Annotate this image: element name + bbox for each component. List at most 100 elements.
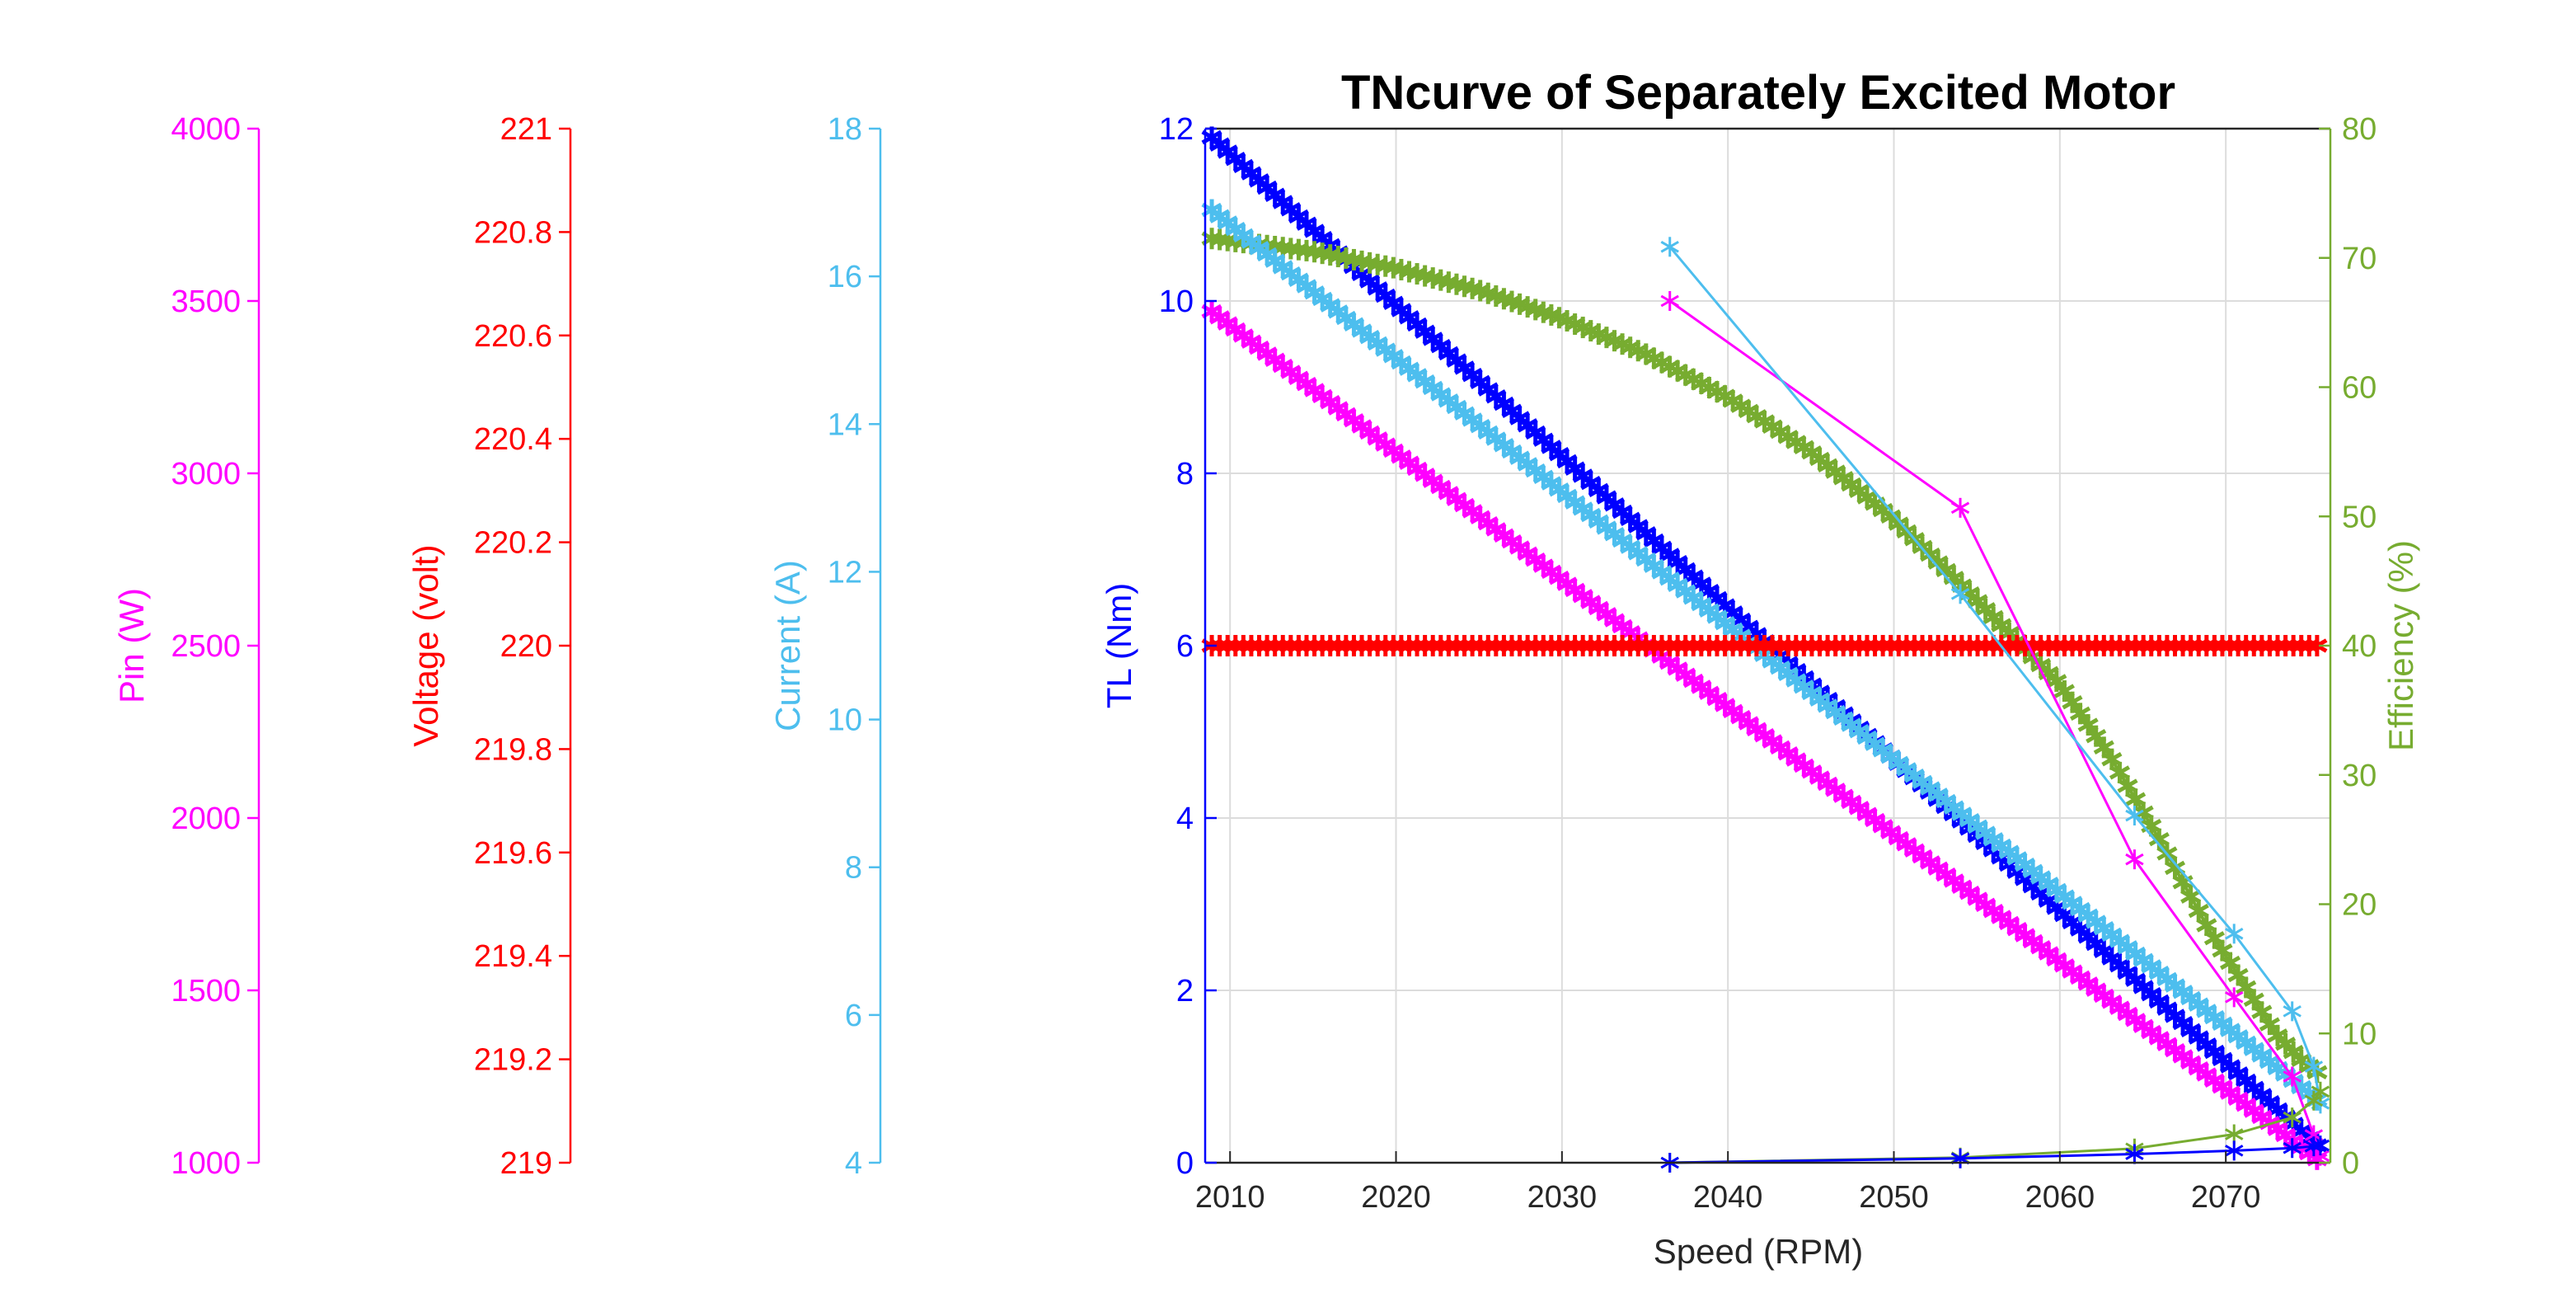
marker-stroke <box>1596 490 1617 505</box>
marker-stroke <box>2259 1095 2280 1110</box>
marker-stroke <box>2283 1005 2302 1018</box>
marker-stroke <box>1485 389 1507 404</box>
marker-stroke <box>2267 1028 2288 1043</box>
marker-stroke <box>1532 432 1554 447</box>
data-point <box>2311 1135 2330 1156</box>
x-tick-label: 2030 <box>1527 1180 1598 1215</box>
marker-stroke <box>2030 657 2052 673</box>
tl-tick-label: 12 <box>1159 112 1194 147</box>
data-point <box>2283 1107 2302 1128</box>
marker-stroke <box>1612 504 1633 520</box>
marker-stroke <box>1667 555 1688 570</box>
marker-stroke <box>2275 1037 2297 1051</box>
marker-stroke <box>1927 555 1949 570</box>
marker-stroke <box>2164 860 2186 876</box>
series-pin-curve <box>1201 300 2328 1170</box>
marker-stroke <box>1580 475 1602 491</box>
marker-stroke <box>2086 729 2107 744</box>
series-eff-curve <box>1201 228 2328 1084</box>
marker-stroke <box>1943 571 1964 585</box>
data-point <box>2180 886 2202 908</box>
pin-tick-label: 2500 <box>171 629 241 664</box>
chart-title: TNcurve of Separately Excited Motor <box>1341 66 2175 120</box>
pin-tick-label: 2000 <box>171 802 241 836</box>
eff-axis-label: Efficiency (%) <box>2381 540 2420 751</box>
data-point <box>2125 849 2144 870</box>
marker-stroke <box>2311 1139 2330 1152</box>
volt-tick-label: 220.2 <box>474 526 552 561</box>
data-point <box>1660 291 1679 311</box>
marker-stroke <box>2046 674 2067 689</box>
marker-stroke <box>1288 209 1309 224</box>
marker-stroke <box>1888 516 1909 531</box>
marker-stroke <box>1556 454 1578 469</box>
marker-stroke <box>1950 587 1970 600</box>
marker-stroke <box>2283 1141 2302 1154</box>
marker-stroke <box>2148 994 2170 1009</box>
volt-tick-label: 219.2 <box>474 1043 552 1078</box>
volt-tick-label: 219 <box>500 1146 552 1181</box>
eff-tick-label: 50 <box>2342 500 2377 534</box>
marker-stroke <box>2225 991 2244 1004</box>
marker-stroke <box>1501 403 1523 418</box>
marker-stroke <box>2133 980 2154 994</box>
marker-stroke <box>1477 382 1499 397</box>
marker-stroke <box>1627 519 1649 534</box>
marker-stroke <box>2212 1051 2233 1066</box>
marker-stroke <box>2283 1070 2302 1083</box>
marker-stroke <box>2283 1111 2302 1124</box>
marker-stroke <box>1232 158 1254 174</box>
marker-stroke <box>2117 965 2138 980</box>
marker-stroke <box>1470 374 1491 390</box>
data-point <box>2283 1001 2302 1022</box>
marker-stroke <box>2053 684 2075 698</box>
volt-axis-label: Voltage (volt) <box>406 544 445 746</box>
eff-tick-label: 80 <box>2342 112 2377 147</box>
marker-stroke <box>1241 166 1262 181</box>
data-point <box>2125 1144 2144 1164</box>
data-point <box>2225 987 2244 1008</box>
pin-tick-label: 1500 <box>171 974 241 1009</box>
marker-stroke <box>1375 288 1396 303</box>
marker-stroke <box>2125 1148 2144 1160</box>
marker-stroke <box>1525 425 1546 440</box>
volt-tick-label: 219.6 <box>474 836 552 871</box>
marker-stroke <box>2304 1129 2324 1141</box>
marker-stroke <box>1975 602 1997 617</box>
marker-stroke <box>1248 173 1270 188</box>
data-point <box>2225 924 2244 944</box>
x-tick-label: 2010 <box>1195 1180 1265 1215</box>
series-layer <box>1201 126 2330 1173</box>
series-tl-points <box>1660 1135 2330 1173</box>
axes-layer: 2010 2020 2030 2040 2050 2060 2070024681012TL … <box>112 112 2420 1215</box>
marker-stroke <box>2283 1045 2304 1060</box>
cur-tick-label: 10 <box>828 703 862 738</box>
marker-stroke <box>1643 533 1664 548</box>
data-point <box>2283 1138 2302 1159</box>
marker-stroke <box>1430 339 1452 354</box>
marker-stroke <box>1415 324 1436 339</box>
cur-tick-label: 8 <box>845 851 862 886</box>
pin-tick-label: 3500 <box>171 284 241 319</box>
marker-stroke <box>1982 609 2004 625</box>
marker-stroke <box>2038 665 2059 680</box>
marker-stroke <box>2251 1004 2273 1019</box>
marker-stroke <box>2227 1066 2249 1081</box>
tl-tick-label: 4 <box>1176 802 1194 836</box>
marker-stroke <box>1446 353 1467 368</box>
marker-stroke <box>2225 928 2244 940</box>
marker-stroke <box>1920 547 1941 562</box>
data-point <box>2311 1081 2330 1102</box>
tl-axis-label: TL (Nm) <box>1100 583 1138 708</box>
data-point <box>2304 1056 2324 1077</box>
marker-stroke <box>1936 562 1957 578</box>
tl-tick-label: 0 <box>1176 1146 1194 1181</box>
marker-stroke <box>2086 936 2107 952</box>
eff-tick-label: 20 <box>2342 888 2377 923</box>
marker-stroke <box>2203 931 2225 946</box>
marker-stroke <box>2304 1060 2324 1073</box>
volt-tick-label: 221 <box>500 112 552 147</box>
marker-stroke <box>1603 497 1626 512</box>
marker-stroke <box>1217 144 1238 159</box>
